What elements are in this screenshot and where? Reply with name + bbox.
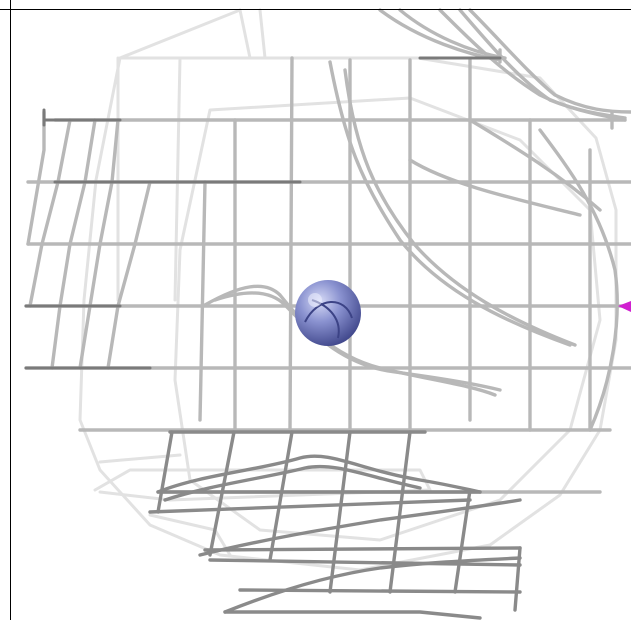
frame-corner-tick bbox=[0, 9, 10, 10]
mesh-line-v bbox=[288, 56, 294, 432]
cage-ring-outer bbox=[78, 56, 618, 572]
cage-ring-inner bbox=[173, 96, 602, 542]
frame-left-edge bbox=[10, 0, 11, 620]
mesh-line-v bbox=[198, 180, 207, 422]
frame-top-edge bbox=[10, 9, 631, 10]
background-cage bbox=[78, 8, 618, 572]
lower-mesh bbox=[148, 430, 522, 620]
cage-lower-band bbox=[93, 468, 432, 502]
axis-marker bbox=[618, 301, 631, 312]
dark-edges bbox=[24, 56, 502, 370]
atom-sphere[interactable] bbox=[295, 280, 361, 346]
